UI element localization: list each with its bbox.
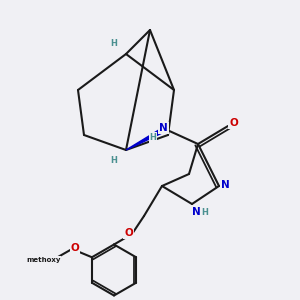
Text: N: N bbox=[192, 207, 201, 218]
Text: methoxy: methoxy bbox=[26, 257, 61, 263]
Text: N: N bbox=[159, 123, 168, 133]
Text: O: O bbox=[70, 243, 80, 253]
Text: H: H bbox=[150, 133, 156, 142]
Text: O: O bbox=[124, 228, 133, 238]
Text: O: O bbox=[229, 118, 238, 128]
Text: H: H bbox=[111, 39, 117, 48]
Text: H: H bbox=[201, 208, 208, 217]
Polygon shape bbox=[126, 127, 166, 150]
Text: N: N bbox=[221, 179, 230, 190]
Text: H: H bbox=[111, 156, 117, 165]
